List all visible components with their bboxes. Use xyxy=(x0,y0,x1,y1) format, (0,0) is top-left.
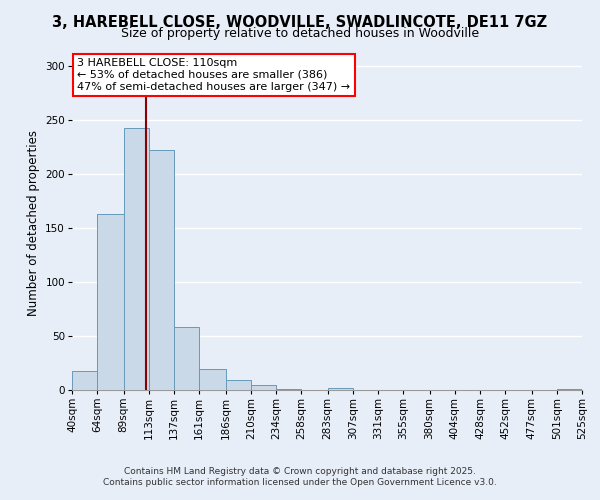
Bar xyxy=(251,384,276,390)
Bar xyxy=(72,370,97,390)
Bar xyxy=(97,214,124,390)
Text: 3 HAREBELL CLOSE: 110sqm
← 53% of detached houses are smaller (386)
47% of semi-: 3 HAREBELL CLOSE: 110sqm ← 53% of detach… xyxy=(77,58,350,92)
Text: Contains HM Land Registry data © Crown copyright and database right 2025.: Contains HM Land Registry data © Crown c… xyxy=(124,467,476,476)
Bar xyxy=(174,328,199,390)
Bar xyxy=(149,150,174,390)
Bar xyxy=(226,380,251,390)
Bar xyxy=(328,388,353,390)
Text: 3, HAREBELL CLOSE, WOODVILLE, SWADLINCOTE, DE11 7GZ: 3, HAREBELL CLOSE, WOODVILLE, SWADLINCOT… xyxy=(52,15,548,30)
Bar xyxy=(276,389,301,390)
Text: Size of property relative to detached houses in Woodville: Size of property relative to detached ho… xyxy=(121,28,479,40)
Bar xyxy=(557,389,582,390)
Bar xyxy=(124,128,149,390)
Y-axis label: Number of detached properties: Number of detached properties xyxy=(27,130,40,316)
Text: Contains public sector information licensed under the Open Government Licence v3: Contains public sector information licen… xyxy=(103,478,497,487)
Bar xyxy=(199,370,226,390)
